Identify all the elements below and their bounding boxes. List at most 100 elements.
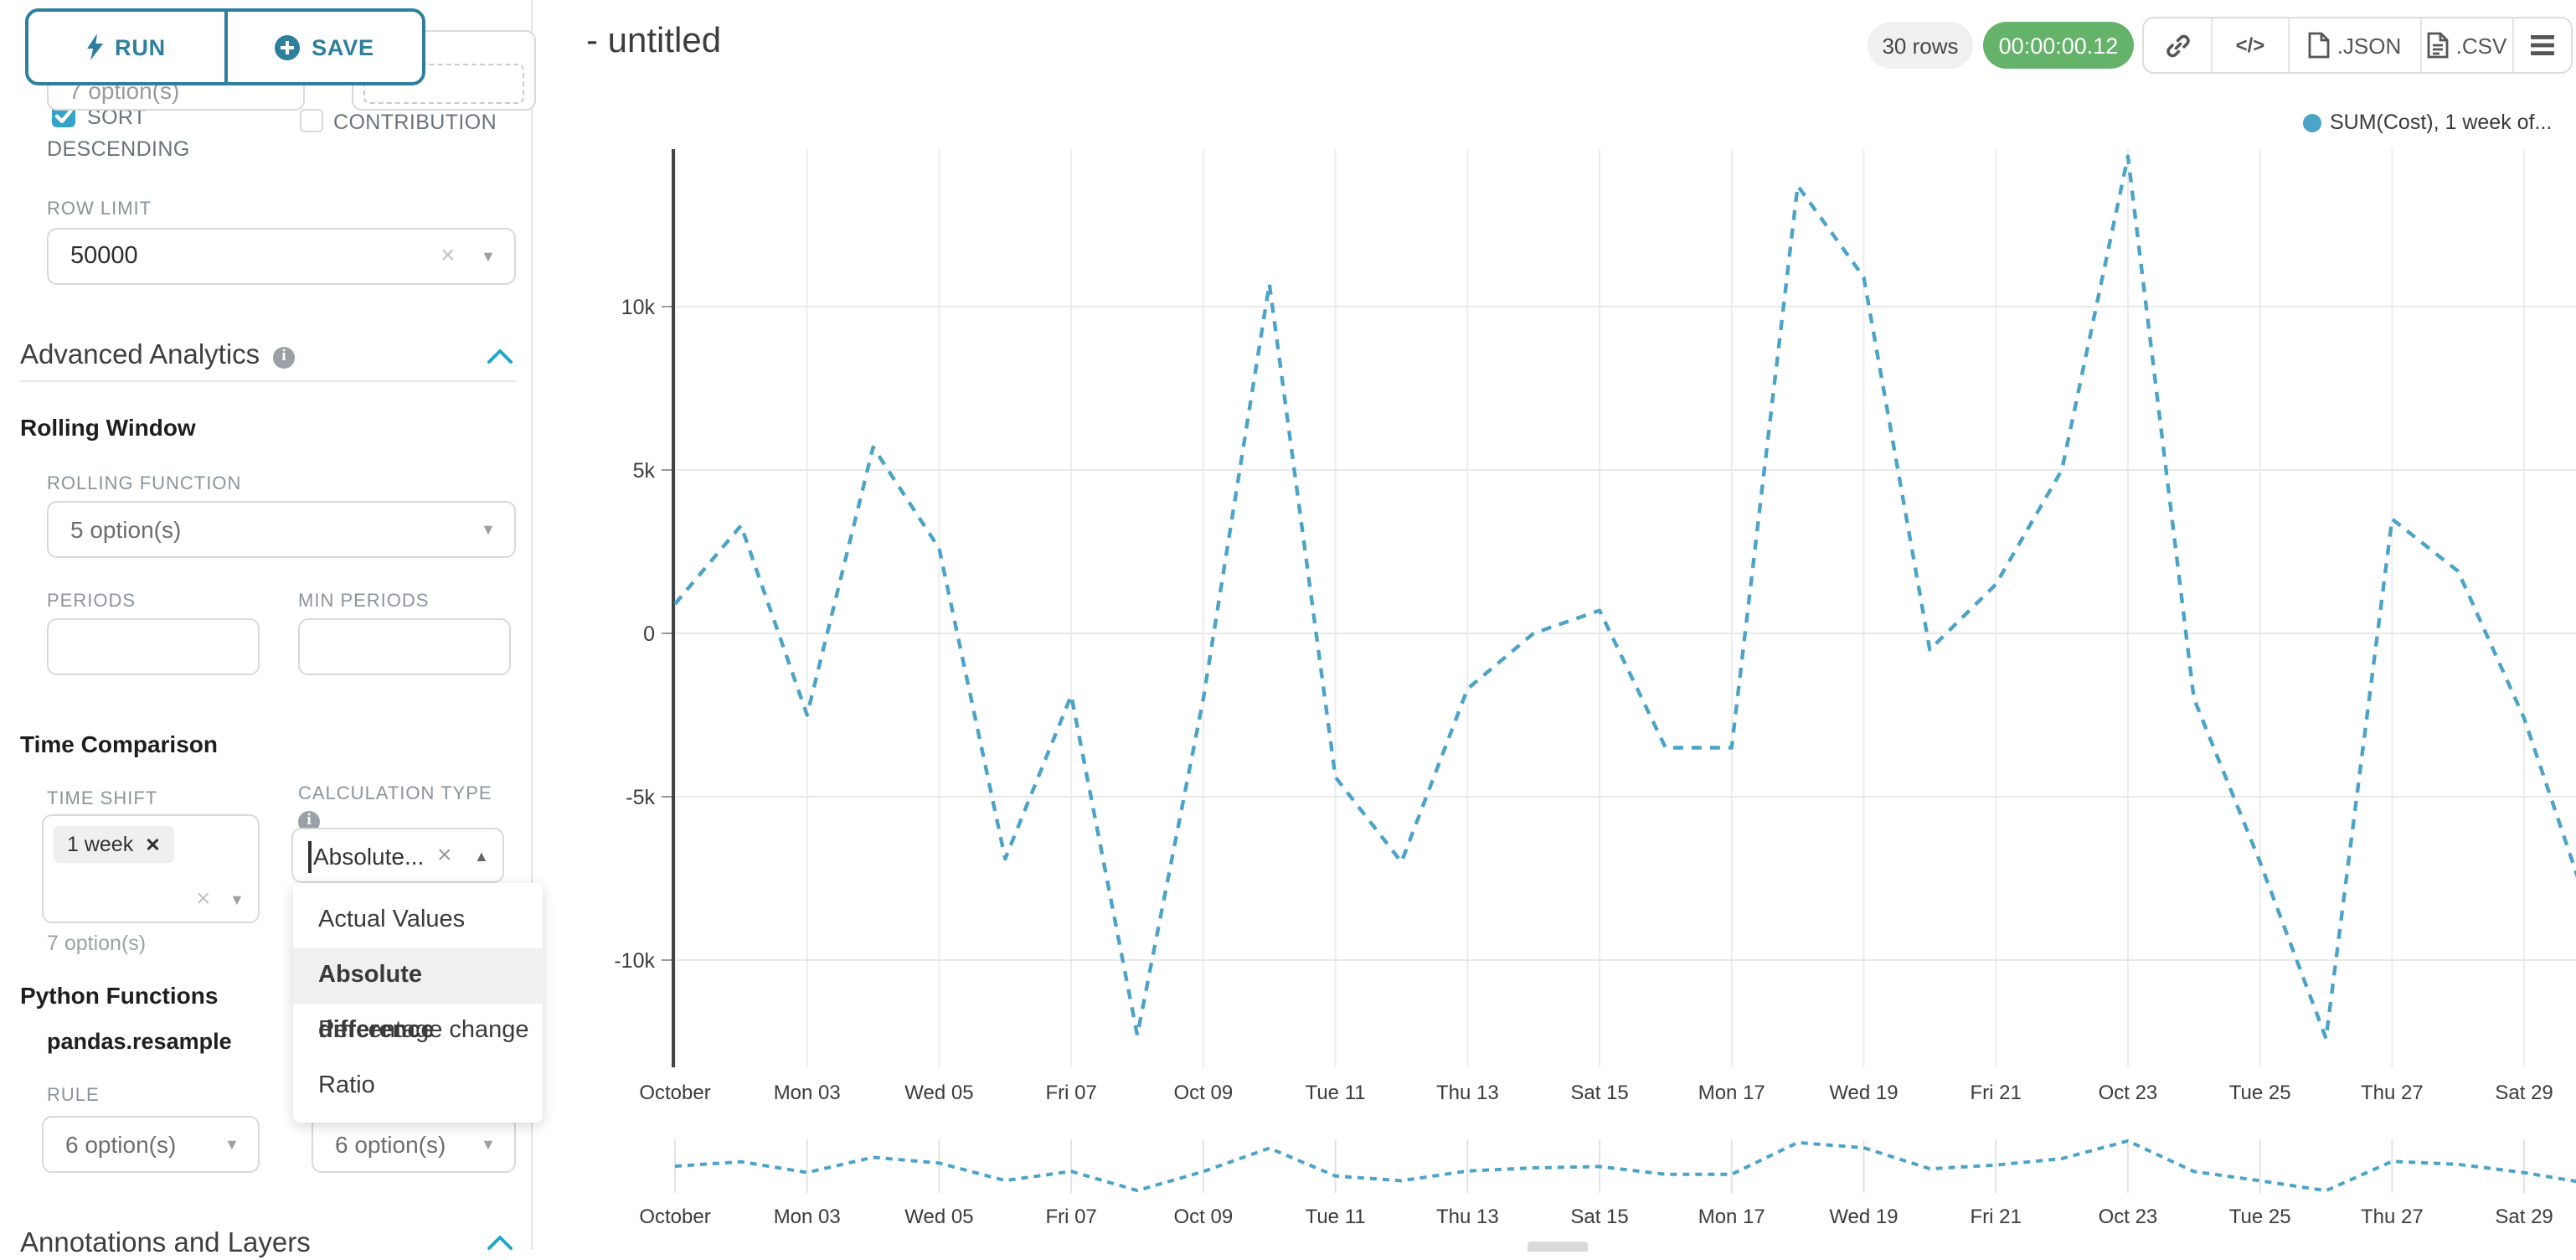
file-icon [2428, 32, 2450, 59]
rule-select-2[interactable]: 6 option(s) ▼ [312, 1116, 516, 1173]
time-shift-label: TIME SHIFT [47, 789, 158, 809]
export-json-label: .JSON [2336, 33, 2402, 58]
rule-select-1-value: 6 option(s) [65, 1131, 177, 1158]
chart-actions-toolbar: </> .JSON .CSV [2142, 17, 2573, 74]
svg-text:Mon 03: Mon 03 [774, 1082, 841, 1104]
periods-label: PERIODS [47, 591, 137, 612]
export-csv-button[interactable]: .CSV [2422, 18, 2514, 72]
min-periods-label: MIN PERIODS [298, 591, 430, 612]
legend-item[interactable]: SUM(Cost), 1 week of... [2303, 111, 2552, 134]
menu-item-actual-values[interactable]: Actual Values [318, 906, 466, 933]
svg-text:Oct 09: Oct 09 [1174, 1206, 1234, 1228]
row-count-badge: 30 rows [1868, 22, 1973, 69]
svg-text:October: October [639, 1082, 710, 1104]
section-divider [20, 380, 516, 382]
text-cursor [308, 841, 311, 873]
caret-down-icon[interactable]: ▼ [481, 1136, 496, 1153]
more-options-button[interactable] [2514, 18, 2571, 72]
svg-text:Fri 21: Fri 21 [1971, 1082, 2022, 1104]
calculation-type-value: Absolute... [313, 843, 425, 870]
rolling-function-value: 5 option(s) [70, 516, 182, 543]
svg-text:Thu 13: Thu 13 [1436, 1206, 1499, 1228]
chart-title[interactable]: - untitled [586, 22, 722, 60]
svg-text:Mon 17: Mon 17 [1698, 1082, 1765, 1104]
calculation-type-select[interactable]: Absolute... × ▲ [291, 828, 504, 883]
info-icon[interactable]: i [273, 347, 295, 369]
svg-text:5k: 5k [633, 459, 656, 483]
svg-text:Fri 21: Fri 21 [1971, 1206, 2022, 1228]
menu-item-ratio[interactable]: Ratio [318, 1072, 375, 1099]
row-limit-select[interactable]: 50000 × ▼ [47, 228, 516, 285]
check-icon [54, 109, 73, 123]
svg-text:Oct 23: Oct 23 [2099, 1206, 2158, 1228]
time-shift-multiselect[interactable]: 1 week ✕ × ▼ [42, 814, 260, 923]
menu-item-absolute-difference[interactable]: Absolute difference [293, 948, 543, 1044]
min-periods-input[interactable] [298, 618, 511, 675]
svg-text:Thu 27: Thu 27 [2361, 1206, 2424, 1228]
run-button-label: RUN [115, 34, 166, 59]
python-functions-title: Python Functions [20, 982, 219, 1009]
rule-select-1[interactable]: 6 option(s) ▼ [42, 1116, 260, 1173]
row-limit-value: 50000 [70, 243, 138, 270]
clear-icon[interactable]: × [437, 841, 452, 870]
plus-circle-icon [275, 34, 301, 59]
cut-off-handle[interactable] [1528, 1242, 1588, 1252]
save-button[interactable]: SAVE [227, 12, 422, 82]
link-icon [2166, 34, 2189, 57]
menu-item-percentage-change[interactable]: Percentage change [318, 1017, 529, 1044]
svg-text:10k: 10k [621, 296, 656, 319]
svg-text:Sat 15: Sat 15 [1570, 1206, 1628, 1228]
svg-text:Mon 03: Mon 03 [774, 1206, 841, 1228]
svg-text:Thu 13: Thu 13 [1436, 1082, 1499, 1104]
clear-icon[interactable]: × [196, 885, 211, 913]
embed-code-button[interactable]: </> [2213, 18, 2290, 72]
svg-text:Wed 05: Wed 05 [904, 1082, 973, 1104]
contribution-checkbox[interactable] [300, 109, 323, 132]
file-icon [2309, 32, 2331, 59]
clear-icon[interactable]: × [440, 241, 456, 270]
export-json-button[interactable]: .JSON [2290, 18, 2422, 72]
chevron-up-icon[interactable] [487, 1235, 513, 1250]
query-timer-badge: 00:00:00.12 [1983, 22, 2134, 69]
chevron-up-icon[interactable] [487, 349, 513, 364]
time-shift-tag[interactable]: 1 week ✕ [54, 826, 174, 863]
save-button-label: SAVE [312, 34, 374, 59]
rolling-function-label: ROLLING FUNCTION [47, 474, 242, 494]
svg-text:Oct 23: Oct 23 [2099, 1082, 2158, 1104]
caret-up-icon[interactable]: ▲ [474, 848, 489, 865]
advanced-analytics-title: Advanced Analytics [20, 340, 260, 370]
periods-input[interactable] [47, 618, 260, 675]
caret-down-icon[interactable]: ▼ [481, 521, 496, 538]
rolling-function-select[interactable]: 5 option(s) ▼ [47, 501, 516, 558]
code-icon: </> [2235, 34, 2265, 57]
share-link-button[interactable] [2144, 18, 2213, 72]
tag-remove-icon[interactable]: ✕ [145, 835, 161, 855]
sort-descending-label-2: DESCENDING [47, 137, 190, 161]
svg-text:Tue 25: Tue 25 [2229, 1082, 2291, 1104]
caret-down-icon[interactable]: ▼ [229, 891, 245, 908]
panel-divider[interactable] [531, 0, 533, 1250]
run-button[interactable]: RUN [28, 12, 227, 82]
hamburger-menu-icon [2531, 35, 2554, 55]
time-shift-tag-label: 1 week [67, 833, 134, 856]
svg-text:Thu 27: Thu 27 [2361, 1082, 2424, 1104]
caret-down-icon[interactable]: ▼ [481, 248, 496, 265]
rule-select-2-value: 6 option(s) [335, 1131, 446, 1158]
svg-text:Sat 29: Sat 29 [2495, 1206, 2553, 1228]
control-panel: 7 option(s) RUN SAVE SORT DESCENDING CON… [0, 0, 543, 1258]
legend-label: SUM(Cost), 1 week of... [2330, 111, 2553, 134]
svg-text:Tue 25: Tue 25 [2229, 1206, 2291, 1228]
pandas-resample-label: pandas.resample [47, 1029, 232, 1054]
query-timer-text: 00:00:00.12 [1998, 33, 2119, 58]
svg-text:October: October [639, 1206, 710, 1228]
row-limit-label: ROW LIMIT [47, 199, 152, 219]
svg-text:Tue 11: Tue 11 [1306, 1206, 1366, 1228]
caret-down-icon[interactable]: ▼ [224, 1136, 240, 1153]
svg-text:Wed 19: Wed 19 [1829, 1206, 1898, 1228]
svg-text:-5k: -5k [626, 786, 655, 809]
time-shift-helper: 7 option(s) [47, 932, 147, 955]
calculation-type-label: CALCULATION TYPE [298, 784, 492, 804]
run-save-button-group: RUN SAVE [25, 8, 425, 85]
time-comparison-title: Time Comparison [20, 731, 218, 757]
